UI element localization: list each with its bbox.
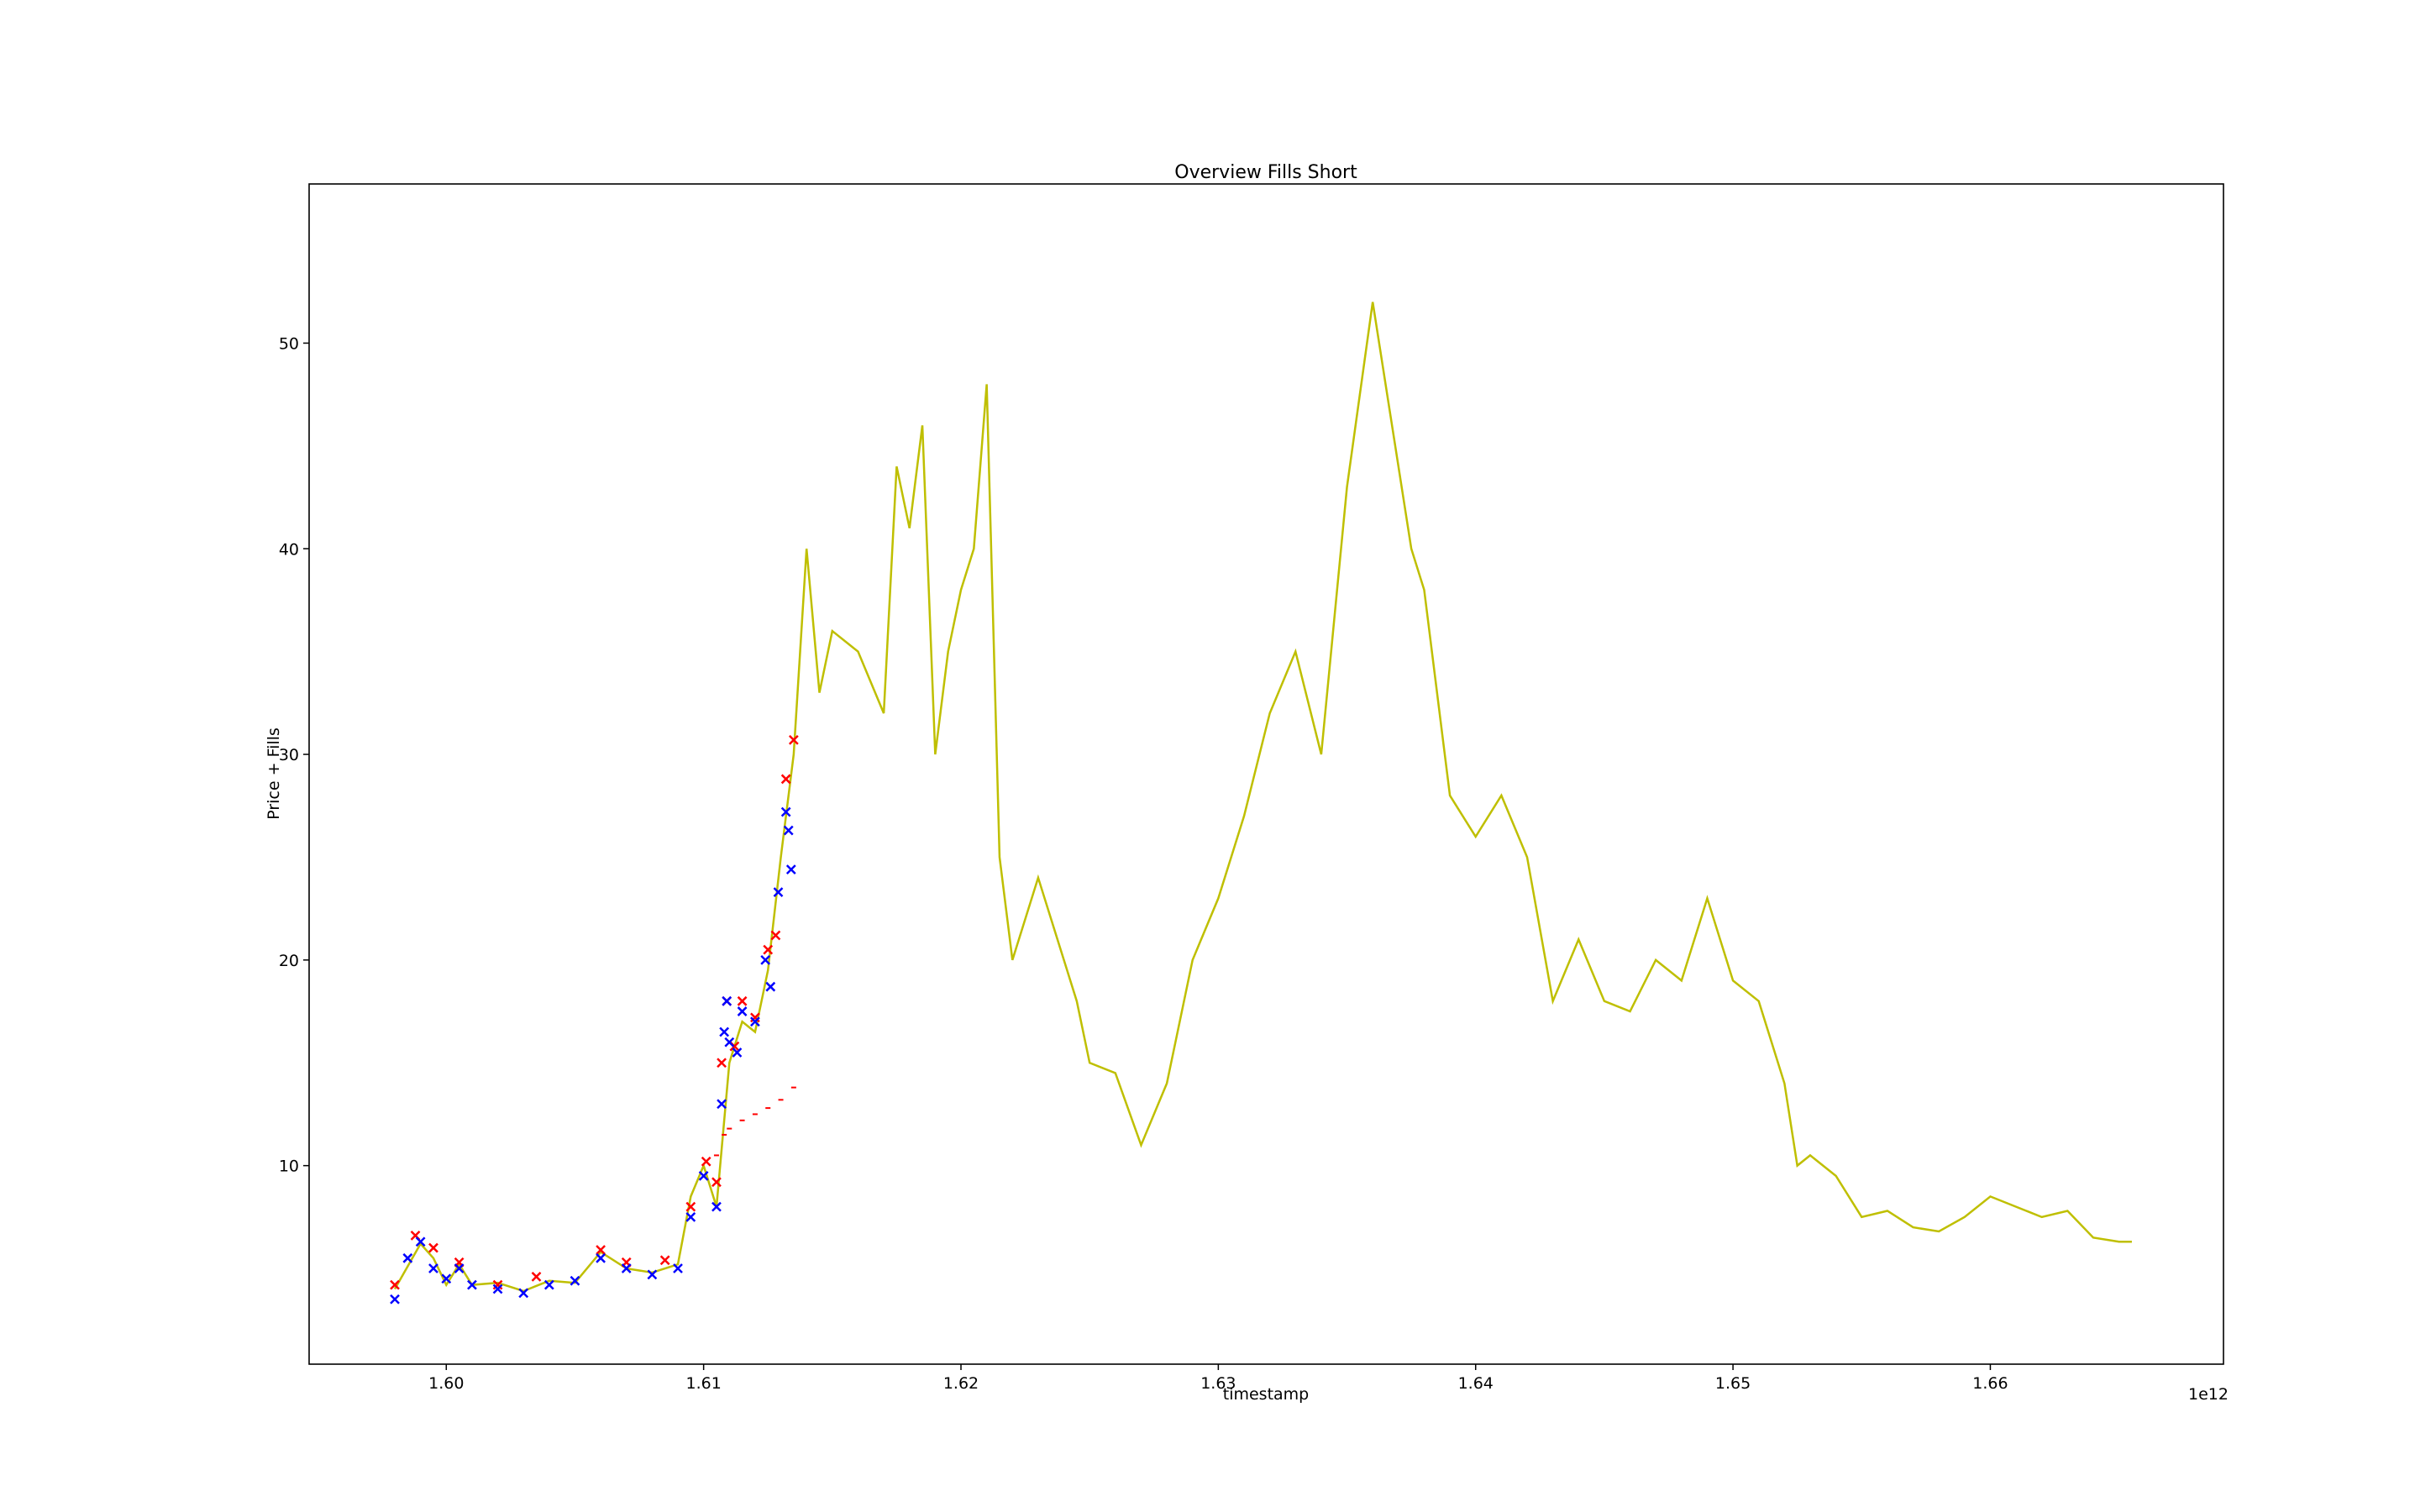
y-tick-label: 20: [279, 952, 299, 970]
fill-marker: [647, 1269, 658, 1280]
x-tick-label: 1.64: [1458, 1374, 1494, 1393]
fill-dot: [739, 1119, 745, 1121]
fill-marker: [763, 944, 774, 955]
y-tick-label: 50: [279, 334, 299, 353]
fill-marker: [719, 1026, 730, 1037]
fill-marker: [750, 1012, 760, 1023]
fill-marker: [732, 1047, 743, 1058]
x-tick-label: 1.60: [428, 1374, 464, 1393]
fill-marker: [788, 735, 799, 745]
fill-marker: [785, 864, 796, 875]
fill-marker: [780, 774, 791, 785]
fill-marker: [543, 1279, 554, 1290]
fill-marker: [737, 995, 748, 1006]
fill-marker: [518, 1288, 529, 1299]
fill-marker: [621, 1263, 632, 1273]
fill-marker: [783, 825, 794, 836]
fill-dot: [765, 1107, 771, 1110]
fill-marker: [492, 1279, 503, 1290]
fill-marker: [765, 981, 776, 992]
fill-marker: [531, 1271, 542, 1282]
fill-marker: [685, 1211, 696, 1222]
fill-marker: [773, 887, 784, 897]
fill-marker: [454, 1263, 465, 1273]
fill-marker: [722, 995, 732, 1006]
y-tick-label: 30: [279, 746, 299, 764]
fill-marker: [428, 1263, 438, 1273]
fill-marker: [770, 930, 781, 941]
fill-marker: [750, 1016, 760, 1027]
fill-marker: [780, 806, 791, 817]
fill-dot: [727, 1127, 732, 1130]
fill-marker: [701, 1156, 711, 1167]
x-offset-label: 1e12: [2188, 1385, 2229, 1404]
y-tick-label: 40: [279, 540, 299, 559]
fill-marker: [717, 1099, 727, 1110]
fill-marker: [737, 1006, 748, 1016]
y-axis-label: Price + Fills: [265, 727, 283, 820]
x-axis-label: timestamp: [1223, 1385, 1310, 1404]
plot-frame: [308, 183, 2224, 1365]
fill-marker: [492, 1284, 503, 1294]
fill-marker: [711, 1177, 722, 1188]
y-tick-label: 10: [279, 1158, 299, 1176]
fill-marker: [596, 1245, 606, 1255]
chart-title: Overview Fills Short: [1174, 162, 1357, 183]
fill-dot: [778, 1099, 784, 1101]
fill-dot: [713, 1154, 719, 1157]
fill-marker: [390, 1279, 400, 1290]
x-tick-label: 1.62: [943, 1374, 979, 1393]
fill-marker: [698, 1171, 709, 1181]
fill-dot: [790, 1086, 796, 1089]
fill-marker: [390, 1294, 400, 1305]
fill-marker: [724, 1037, 735, 1047]
fill-marker: [570, 1275, 580, 1286]
fill-marker: [760, 954, 771, 965]
x-tick-label: 1.61: [685, 1374, 721, 1393]
x-tick-label: 1.66: [1972, 1374, 2008, 1393]
x-tick-label: 1.63: [1200, 1374, 1236, 1393]
x-tick-label: 1.65: [1715, 1374, 1751, 1393]
fill-dot: [722, 1133, 727, 1136]
fill-marker: [441, 1273, 452, 1284]
price-line: [393, 302, 2132, 1293]
fill-marker: [685, 1201, 696, 1212]
fill-marker: [659, 1255, 670, 1266]
fill-marker: [711, 1201, 722, 1212]
fill-marker: [415, 1236, 426, 1247]
fill-marker: [673, 1263, 683, 1273]
fill-dot: [752, 1113, 758, 1116]
fill-marker: [717, 1058, 727, 1068]
fill-marker: [428, 1242, 438, 1253]
fill-marker: [467, 1279, 477, 1290]
fill-marker: [596, 1252, 606, 1263]
fill-marker: [402, 1252, 413, 1263]
